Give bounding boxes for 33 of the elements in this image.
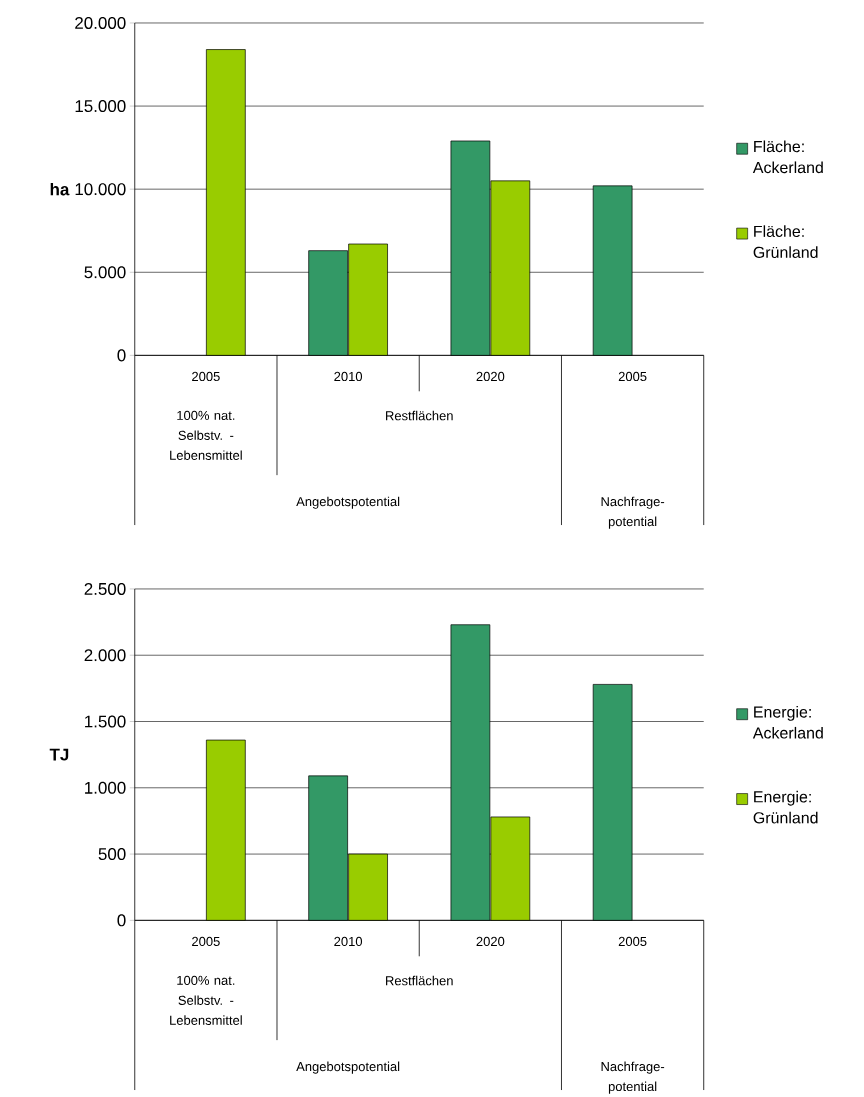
x-tick-label: 2005 xyxy=(618,936,647,947)
legend-label: Energie: Grünland xyxy=(753,790,818,824)
y-tick-label: 15.000 xyxy=(75,100,126,113)
y-axis-title: ha xyxy=(50,182,70,196)
x-tick-label: 2005 xyxy=(191,936,220,947)
legend-label: Fläche: Ackerland xyxy=(752,140,823,174)
y-tick-label: 10.000 xyxy=(75,183,126,196)
y-tick-label: 20.000 xyxy=(74,16,126,29)
y-tick-label: 500 xyxy=(98,848,126,861)
text: Nachfrage-potential xyxy=(601,1061,664,1094)
text: Restflächen xyxy=(385,975,453,986)
x-tick-label: 2005 xyxy=(618,371,647,382)
legend-label: Fläche: Grünland xyxy=(753,225,818,258)
text: Angebotspotential xyxy=(296,496,399,509)
y-tick-label: 1.000 xyxy=(84,781,126,794)
text: Nachfrage-potential xyxy=(601,496,664,529)
text: Angebotspotential xyxy=(296,1061,399,1074)
y-tick-label: 2.500 xyxy=(84,582,126,595)
x-tick-label: 2010 xyxy=(334,371,362,382)
x-tick-label: 2020 xyxy=(476,371,505,382)
x-tick-label: 2010 xyxy=(334,936,362,947)
y-tick-label: 5.000 xyxy=(84,266,126,279)
y-tick-label: 2.000 xyxy=(84,649,126,662)
text: 100% nat. Selbstv. - Lebensmittel xyxy=(169,975,242,1025)
y-tick-label: 0 xyxy=(117,349,126,362)
y-axis-title: TJ xyxy=(49,748,68,761)
text: Restflächen xyxy=(385,410,453,421)
legend-label: Energie: Ackerland xyxy=(752,705,823,739)
x-tick-label: 2005 xyxy=(191,371,220,382)
y-tick-label: 1.500 xyxy=(84,715,126,728)
text: 100% nat. Selbstv. - Lebensmittel xyxy=(169,410,242,460)
x-tick-label: 2020 xyxy=(476,936,505,947)
y-tick-label: 0 xyxy=(117,914,126,927)
